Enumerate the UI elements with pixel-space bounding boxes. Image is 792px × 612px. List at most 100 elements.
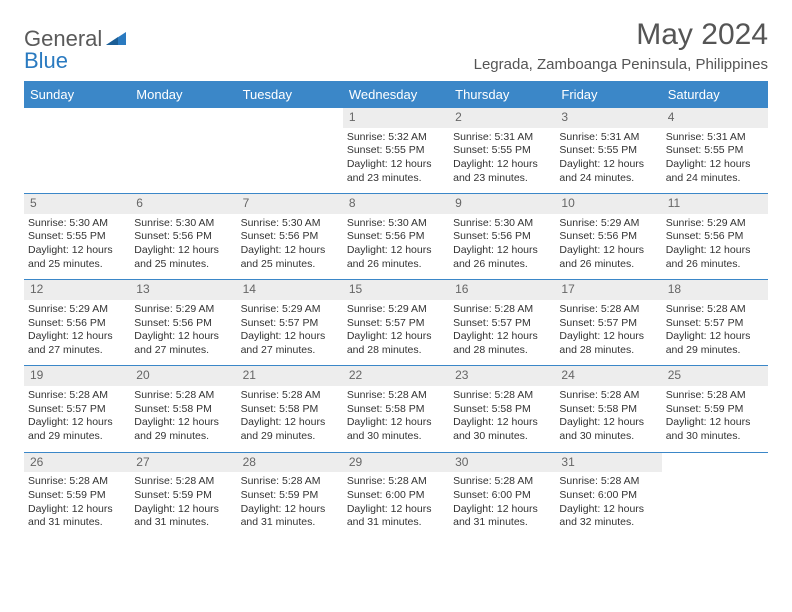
day-body: Sunrise: 5:29 AMSunset: 5:56 PMDaylight:… xyxy=(24,300,130,366)
logo-triangle-icon xyxy=(106,29,126,50)
day-body: Sunrise: 5:29 AMSunset: 5:57 PMDaylight:… xyxy=(343,300,449,366)
day-number: 17 xyxy=(555,280,661,300)
day-number: 15 xyxy=(343,280,449,300)
day-body: Sunrise: 5:28 AMSunset: 5:59 PMDaylight:… xyxy=(662,386,768,452)
day-body: Sunrise: 5:28 AMSunset: 5:58 PMDaylight:… xyxy=(130,386,236,452)
day-number: 14 xyxy=(237,280,343,300)
calendar-cell: 6Sunrise: 5:30 AMSunset: 5:56 PMDaylight… xyxy=(130,194,236,280)
day-body: Sunrise: 5:30 AMSunset: 5:55 PMDaylight:… xyxy=(24,214,130,280)
calendar-cell: 4Sunrise: 5:31 AMSunset: 5:55 PMDaylight… xyxy=(662,108,768,194)
day-number: 6 xyxy=(130,194,236,214)
day-number: 4 xyxy=(662,108,768,128)
calendar-cell: 13Sunrise: 5:29 AMSunset: 5:56 PMDayligh… xyxy=(130,280,236,366)
day-body: Sunrise: 5:30 AMSunset: 5:56 PMDaylight:… xyxy=(343,214,449,280)
calendar-row: 12Sunrise: 5:29 AMSunset: 5:56 PMDayligh… xyxy=(24,280,768,366)
calendar-cell: 3Sunrise: 5:31 AMSunset: 5:55 PMDaylight… xyxy=(555,108,661,194)
day-number: 16 xyxy=(449,280,555,300)
day-number: 18 xyxy=(662,280,768,300)
day-body: Sunrise: 5:31 AMSunset: 5:55 PMDaylight:… xyxy=(662,128,768,194)
day-number: 30 xyxy=(449,453,555,473)
day-body: Sunrise: 5:28 AMSunset: 5:58 PMDaylight:… xyxy=(449,386,555,452)
calendar-cell: 20Sunrise: 5:28 AMSunset: 5:58 PMDayligh… xyxy=(130,366,236,452)
calendar-cell xyxy=(24,108,130,194)
day-body: Sunrise: 5:28 AMSunset: 5:58 PMDaylight:… xyxy=(555,386,661,452)
calendar-cell: 10Sunrise: 5:29 AMSunset: 5:56 PMDayligh… xyxy=(555,194,661,280)
logo: General xyxy=(24,18,128,52)
day-body: Sunrise: 5:30 AMSunset: 5:56 PMDaylight:… xyxy=(237,214,343,280)
day-body: Sunrise: 5:29 AMSunset: 5:56 PMDaylight:… xyxy=(555,214,661,280)
day-body: Sunrise: 5:30 AMSunset: 5:56 PMDaylight:… xyxy=(130,214,236,280)
day-header: Wednesday xyxy=(343,82,449,108)
day-number: 19 xyxy=(24,366,130,386)
day-number: 25 xyxy=(662,366,768,386)
calendar-cell xyxy=(237,108,343,194)
day-body: Sunrise: 5:29 AMSunset: 5:57 PMDaylight:… xyxy=(237,300,343,366)
calendar-cell: 17Sunrise: 5:28 AMSunset: 5:57 PMDayligh… xyxy=(555,280,661,366)
day-header: Tuesday xyxy=(237,82,343,108)
day-number: 10 xyxy=(555,194,661,214)
day-number: 21 xyxy=(237,366,343,386)
day-number: 27 xyxy=(130,453,236,473)
calendar-cell: 2Sunrise: 5:31 AMSunset: 5:55 PMDaylight… xyxy=(449,108,555,194)
calendar-cell: 26Sunrise: 5:28 AMSunset: 5:59 PMDayligh… xyxy=(24,452,130,538)
day-body: Sunrise: 5:31 AMSunset: 5:55 PMDaylight:… xyxy=(449,128,555,194)
location-subtitle: Legrada, Zamboanga Peninsula, Philippine… xyxy=(474,56,768,73)
calendar-table: SundayMondayTuesdayWednesdayThursdayFrid… xyxy=(24,81,768,538)
calendar-row: 5Sunrise: 5:30 AMSunset: 5:55 PMDaylight… xyxy=(24,194,768,280)
day-body: Sunrise: 5:28 AMSunset: 6:00 PMDaylight:… xyxy=(343,472,449,538)
day-body: Sunrise: 5:31 AMSunset: 5:55 PMDaylight:… xyxy=(555,128,661,194)
day-header: Friday xyxy=(555,82,661,108)
calendar-cell: 30Sunrise: 5:28 AMSunset: 6:00 PMDayligh… xyxy=(449,452,555,538)
day-number: 1 xyxy=(343,108,449,128)
day-header: Sunday xyxy=(24,82,130,108)
calendar-cell: 14Sunrise: 5:29 AMSunset: 5:57 PMDayligh… xyxy=(237,280,343,366)
calendar-cell: 1Sunrise: 5:32 AMSunset: 5:55 PMDaylight… xyxy=(343,108,449,194)
calendar-cell: 7Sunrise: 5:30 AMSunset: 5:56 PMDaylight… xyxy=(237,194,343,280)
day-body: Sunrise: 5:29 AMSunset: 5:56 PMDaylight:… xyxy=(662,214,768,280)
calendar-body: 1Sunrise: 5:32 AMSunset: 5:55 PMDaylight… xyxy=(24,108,768,538)
calendar-cell: 31Sunrise: 5:28 AMSunset: 6:00 PMDayligh… xyxy=(555,452,661,538)
day-number: 20 xyxy=(130,366,236,386)
header: General May 2024 Legrada, Zamboanga Peni… xyxy=(24,18,768,73)
day-body: Sunrise: 5:28 AMSunset: 5:59 PMDaylight:… xyxy=(237,472,343,538)
day-number: 31 xyxy=(555,453,661,473)
day-body: Sunrise: 5:28 AMSunset: 5:59 PMDaylight:… xyxy=(24,472,130,538)
calendar-cell: 12Sunrise: 5:29 AMSunset: 5:56 PMDayligh… xyxy=(24,280,130,366)
day-number: 24 xyxy=(555,366,661,386)
calendar-cell: 27Sunrise: 5:28 AMSunset: 5:59 PMDayligh… xyxy=(130,452,236,538)
day-body: Sunrise: 5:28 AMSunset: 6:00 PMDaylight:… xyxy=(449,472,555,538)
day-header: Monday xyxy=(130,82,236,108)
calendar-row: 1Sunrise: 5:32 AMSunset: 5:55 PMDaylight… xyxy=(24,108,768,194)
calendar-cell: 28Sunrise: 5:28 AMSunset: 5:59 PMDayligh… xyxy=(237,452,343,538)
calendar-cell: 8Sunrise: 5:30 AMSunset: 5:56 PMDaylight… xyxy=(343,194,449,280)
logo-text-blue: Blue xyxy=(24,48,68,74)
day-number: 9 xyxy=(449,194,555,214)
day-number: 28 xyxy=(237,453,343,473)
calendar-cell: 11Sunrise: 5:29 AMSunset: 5:56 PMDayligh… xyxy=(662,194,768,280)
day-number: 7 xyxy=(237,194,343,214)
calendar-cell: 21Sunrise: 5:28 AMSunset: 5:58 PMDayligh… xyxy=(237,366,343,452)
day-body: Sunrise: 5:29 AMSunset: 5:56 PMDaylight:… xyxy=(130,300,236,366)
day-number: 8 xyxy=(343,194,449,214)
calendar-cell: 22Sunrise: 5:28 AMSunset: 5:58 PMDayligh… xyxy=(343,366,449,452)
day-body: Sunrise: 5:28 AMSunset: 5:59 PMDaylight:… xyxy=(130,472,236,538)
calendar-cell: 16Sunrise: 5:28 AMSunset: 5:57 PMDayligh… xyxy=(449,280,555,366)
day-number: 29 xyxy=(343,453,449,473)
day-number: 3 xyxy=(555,108,661,128)
day-body: Sunrise: 5:28 AMSunset: 5:58 PMDaylight:… xyxy=(343,386,449,452)
day-body: Sunrise: 5:28 AMSunset: 5:58 PMDaylight:… xyxy=(237,386,343,452)
day-number: 13 xyxy=(130,280,236,300)
calendar-cell: 19Sunrise: 5:28 AMSunset: 5:57 PMDayligh… xyxy=(24,366,130,452)
calendar-cell: 29Sunrise: 5:28 AMSunset: 6:00 PMDayligh… xyxy=(343,452,449,538)
day-header: Thursday xyxy=(449,82,555,108)
page-title: May 2024 xyxy=(474,18,768,52)
day-number: 12 xyxy=(24,280,130,300)
day-number: 23 xyxy=(449,366,555,386)
calendar-cell: 9Sunrise: 5:30 AMSunset: 5:56 PMDaylight… xyxy=(449,194,555,280)
day-header: Saturday xyxy=(662,82,768,108)
calendar-row: 26Sunrise: 5:28 AMSunset: 5:59 PMDayligh… xyxy=(24,452,768,538)
day-body: Sunrise: 5:30 AMSunset: 5:56 PMDaylight:… xyxy=(449,214,555,280)
calendar-cell: 15Sunrise: 5:29 AMSunset: 5:57 PMDayligh… xyxy=(343,280,449,366)
day-number: 11 xyxy=(662,194,768,214)
day-body: Sunrise: 5:28 AMSunset: 5:57 PMDaylight:… xyxy=(555,300,661,366)
